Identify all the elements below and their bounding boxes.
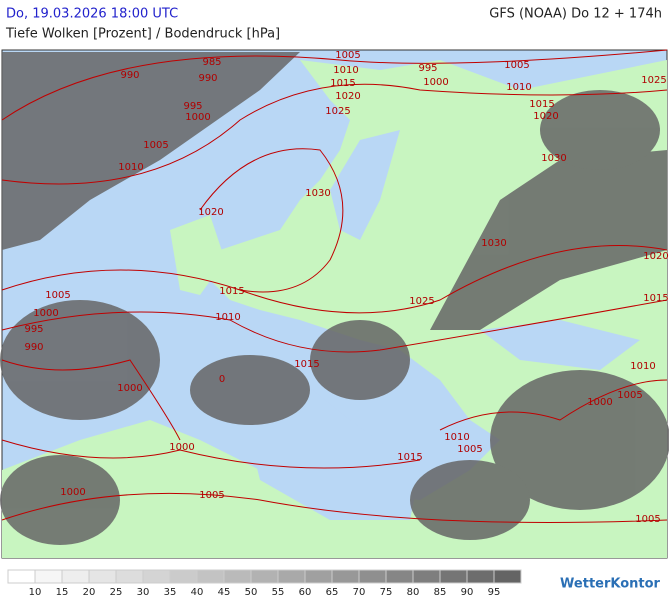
isobar-label: 1010: [506, 82, 531, 93]
isobar-label: 1015: [219, 286, 244, 297]
isobar-label: 985: [202, 57, 221, 68]
isobar-label: 1030: [305, 188, 330, 199]
legend-swatch: [61, 569, 90, 584]
legend-swatch: [466, 569, 495, 584]
legend-label: 80: [407, 587, 420, 598]
legend-swatch: [223, 569, 252, 584]
legend-label: 40: [191, 587, 204, 598]
legend-swatch: [358, 569, 387, 584]
legend-label: 30: [137, 587, 150, 598]
legend-swatch: [277, 569, 306, 584]
isobar-label: 990: [24, 342, 43, 353]
legend-label: 70: [353, 587, 366, 598]
legend-swatch: [115, 569, 144, 584]
clouds: [0, 52, 669, 545]
legend-swatch: [88, 569, 117, 584]
legend-label: 10: [29, 587, 42, 598]
legend-swatch: [304, 569, 333, 584]
isobar-label: 1025: [325, 106, 350, 117]
legend: 10 15 20 25 30 35 40 45 50 55 60 65 70 75 80 85 90 95: [7, 569, 522, 598]
legend-label: 60: [299, 587, 312, 598]
model-run: GFS (NOAA) Do 12 + 174h: [489, 7, 662, 22]
legend-label: 15: [56, 587, 69, 598]
legend-label: 20: [83, 587, 96, 598]
isobar-label: 995: [183, 101, 202, 112]
legend-swatch: [385, 569, 414, 584]
subtitle: Tiefe Wolken [Prozent] / Bodendruck [hPa…: [5, 27, 280, 42]
isobar-label: 1005: [335, 50, 360, 61]
isobar-label: 995: [418, 63, 437, 74]
isobar-label: 1015: [643, 293, 668, 304]
isobar-label: 1015: [397, 452, 422, 463]
isobar-label: 1005: [199, 490, 224, 501]
isobar-label: 1010: [333, 65, 358, 76]
map-area: [0, 49, 669, 559]
isobar-label: 1015: [529, 99, 554, 110]
isobar-label: 1000: [587, 397, 612, 408]
isobar-label: 1015: [330, 78, 355, 89]
isobar-label: 1005: [504, 60, 529, 71]
legend-label: 90: [461, 587, 474, 598]
isobar-label: 990: [120, 70, 139, 81]
isobar-label: 1000: [117, 383, 142, 394]
legend-label: 85: [434, 587, 447, 598]
isobar-label: 1000: [33, 308, 58, 319]
isobar-label: 1005: [457, 444, 482, 455]
isobar-label: 1000: [185, 112, 210, 123]
legend-label: 35: [164, 587, 177, 598]
legend-label: 25: [110, 587, 123, 598]
isobar-label: 1030: [541, 153, 566, 164]
isobar-label: 1020: [198, 207, 223, 218]
isobar-label: 1010: [630, 361, 655, 372]
legend-label: 95: [488, 587, 501, 598]
isobar-label: 1005: [617, 390, 642, 401]
isobar-label: 0: [219, 374, 225, 385]
isobar-label: 1000: [169, 442, 194, 453]
legend-swatch: [196, 569, 225, 584]
baltic-sea: [330, 130, 400, 240]
isobar-label: 1000: [60, 487, 85, 498]
isobar-label: 1020: [335, 91, 360, 102]
isobar-label: 1015: [294, 359, 319, 370]
isobar-label: 1025: [409, 296, 434, 307]
isobar-label: 1000: [423, 77, 448, 88]
legend-label: 55: [272, 587, 285, 598]
legend-swatch: [331, 569, 360, 584]
legend-swatch: [142, 569, 171, 584]
datetime: Do, 19.03.2026 18:00 UTC: [6, 7, 178, 22]
legend-swatch: [34, 569, 63, 584]
legend-swatch: [250, 569, 279, 584]
isobar-label: 1030: [481, 238, 506, 249]
isobar-label: 1010: [215, 312, 240, 323]
black-sea: [480, 320, 640, 370]
land-uk: [170, 215, 225, 295]
legend-label: 50: [245, 587, 258, 598]
isobar-label: 1005: [635, 514, 660, 525]
isobar-label: 995: [24, 324, 43, 335]
isobar-label: 1010: [118, 162, 143, 173]
isobar-labels: 1005 985 990 990 1010 995 1005 1015 1000 1010 1025…: [24, 50, 668, 525]
isobar-label: 1025: [641, 75, 666, 86]
legend-swatch: [493, 569, 522, 584]
isobar-label: 1020: [643, 251, 668, 262]
legend-swatch: [7, 569, 36, 584]
legend-swatch: [412, 569, 441, 584]
isobars: [1, 49, 668, 523]
isobar-label: 990: [198, 73, 217, 84]
logo: WetterKontor: [560, 577, 661, 592]
legend-label: 45: [218, 587, 231, 598]
isobar-label: 1005: [143, 140, 168, 151]
legend-label: 75: [380, 587, 393, 598]
legend-swatch: [439, 569, 468, 584]
legend-label: 65: [326, 587, 339, 598]
isobar-label: 1020: [533, 111, 558, 122]
legend-swatch: [169, 569, 198, 584]
isobar-label: 1010: [444, 432, 469, 443]
isobar-label: 1005: [45, 290, 70, 301]
